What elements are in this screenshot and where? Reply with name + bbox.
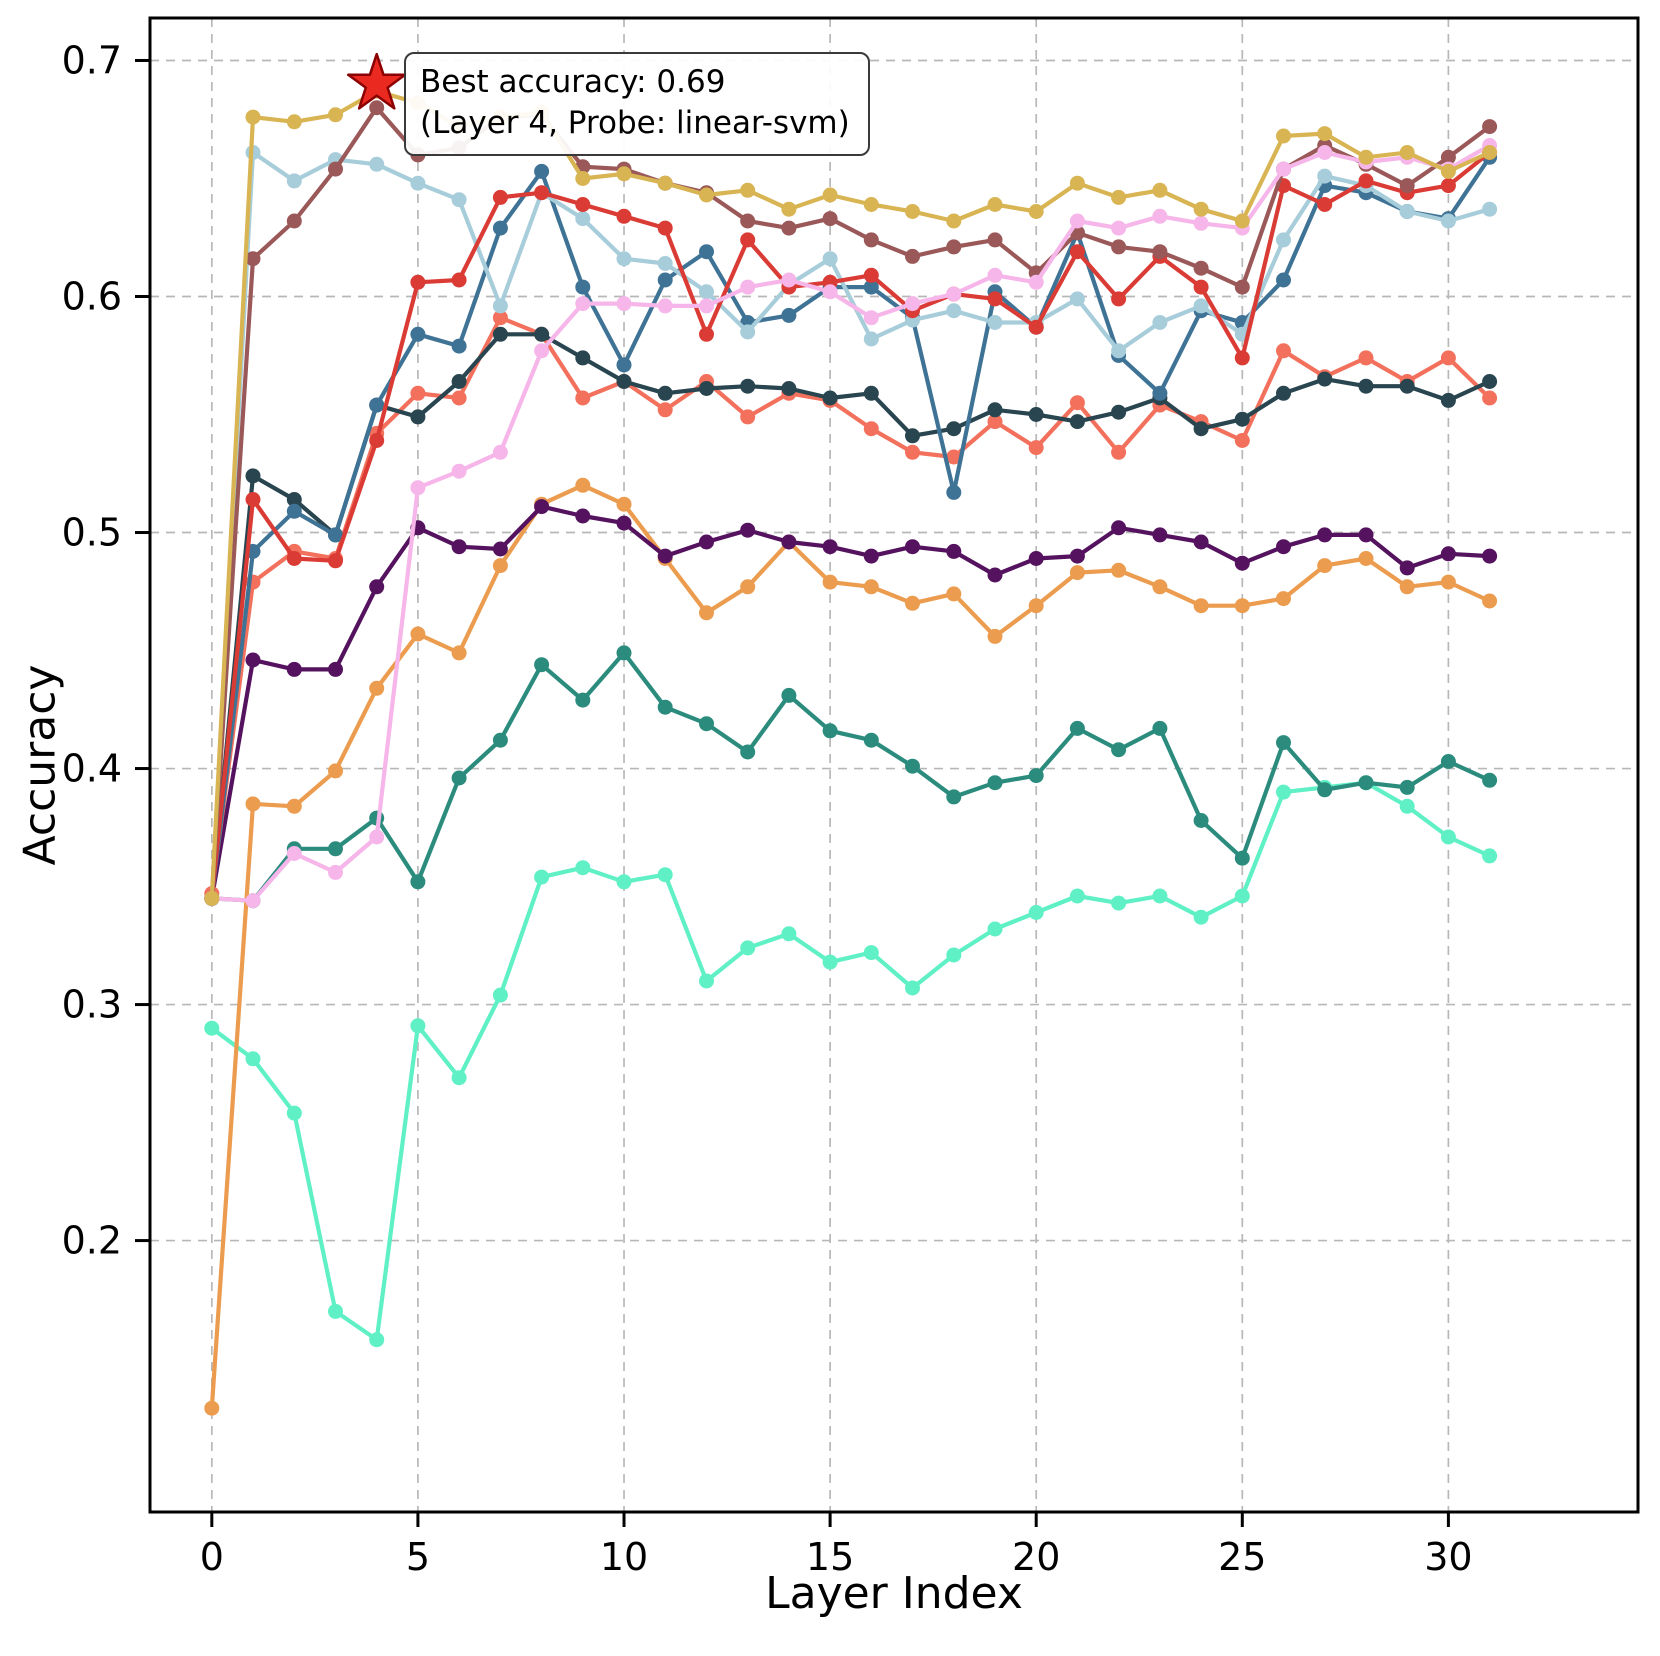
y-axis-label: Accuracy	[14, 664, 66, 866]
series-aquamarine	[204, 775, 1498, 1348]
svg-text:0.4: 0.4	[62, 747, 122, 791]
svg-text:10: 10	[600, 1535, 648, 1579]
svg-text:0.2: 0.2	[62, 1219, 122, 1263]
svg-text:0.5: 0.5	[62, 511, 122, 555]
svg-text:25: 25	[1218, 1535, 1266, 1579]
svg-text:0.7: 0.7	[62, 38, 122, 82]
axis-ticks	[135, 58, 1450, 1527]
svg-text:5: 5	[406, 1535, 430, 1579]
series-salmon	[204, 310, 1498, 902]
svg-text:0.3: 0.3	[62, 983, 122, 1027]
plot-border	[148, 16, 1640, 1514]
svg-text:15: 15	[806, 1535, 854, 1579]
series-steel-blue	[204, 149, 1498, 906]
best-accuracy-star-icon	[346, 52, 407, 110]
annotation-line2: (Layer 4, Probe: linear-svm)	[420, 104, 850, 141]
x-axis-label: Layer Index	[765, 1568, 1023, 1619]
best-accuracy-annotation-box: Best accuracy: 0.69 (Layer 4, Probe: lin…	[404, 52, 870, 156]
series-dark-purple	[204, 499, 1498, 906]
series-pink	[204, 138, 1498, 909]
svg-text:0: 0	[200, 1535, 224, 1579]
svg-text:0.6: 0.6	[62, 275, 122, 319]
tick-labels: 0 5 10 15 20 25 30 0.2 0.3 0.4 0.5 0.6 0.7	[62, 38, 1473, 1579]
svg-text:30: 30	[1424, 1535, 1472, 1579]
svg-text:20: 20	[1012, 1535, 1060, 1579]
series-dark-rosybrown	[204, 100, 1498, 906]
series-orange	[204, 477, 1498, 1416]
grid-lines	[150, 18, 1638, 1512]
series-teal	[204, 645, 1498, 909]
annotation-line1: Best accuracy: 0.69	[420, 64, 726, 100]
